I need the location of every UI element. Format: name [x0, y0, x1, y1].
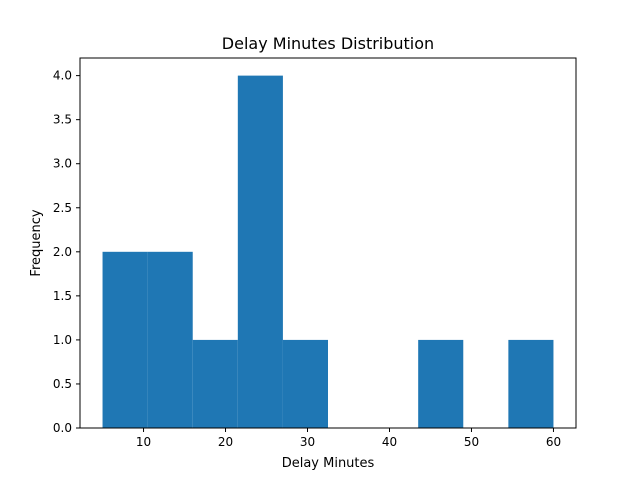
x-tick-label: 20: [218, 435, 233, 449]
histogram-bar: [508, 339, 554, 428]
histogram-bar: [418, 339, 464, 428]
histogram-bar: [102, 251, 148, 428]
histogram-bar: [282, 339, 328, 428]
x-tick-label: 50: [464, 435, 479, 449]
plot-frame: [79, 57, 577, 429]
histogram-bar: [147, 251, 193, 428]
x-axis-label: Delay Minutes: [282, 456, 375, 471]
bars-group: [102, 75, 554, 428]
y-tick-label: 0.5: [53, 377, 72, 391]
y-tick-label: 2.0: [53, 245, 72, 259]
y-tick-label: 1.5: [53, 289, 72, 303]
y-tick-label: 2.5: [53, 201, 72, 215]
y-axis-label: Frequency: [29, 209, 44, 276]
y-tick-label: 1.0: [53, 333, 72, 347]
x-tick-label: 10: [136, 435, 151, 449]
y-axis-ticks: 0.0 0.5 1.0 1.5 2.0 2.5 3.0 3.5 4.0: [53, 69, 80, 435]
y-tick-label: 3.5: [53, 113, 72, 127]
x-tick-label: 40: [382, 435, 397, 449]
chart-title: Delay Minutes Distribution: [222, 34, 434, 53]
y-tick-label: 3.0: [53, 157, 72, 171]
histogram-bar: [237, 75, 283, 428]
x-tick-label: 60: [546, 435, 561, 449]
histogram-bar: [192, 339, 238, 428]
y-tick-label: 0.0: [53, 421, 72, 435]
y-tick-label: 4.0: [53, 69, 72, 83]
x-tick-label: 30: [300, 435, 315, 449]
x-axis-ticks: 10 20 30 40 50 60: [136, 428, 561, 449]
